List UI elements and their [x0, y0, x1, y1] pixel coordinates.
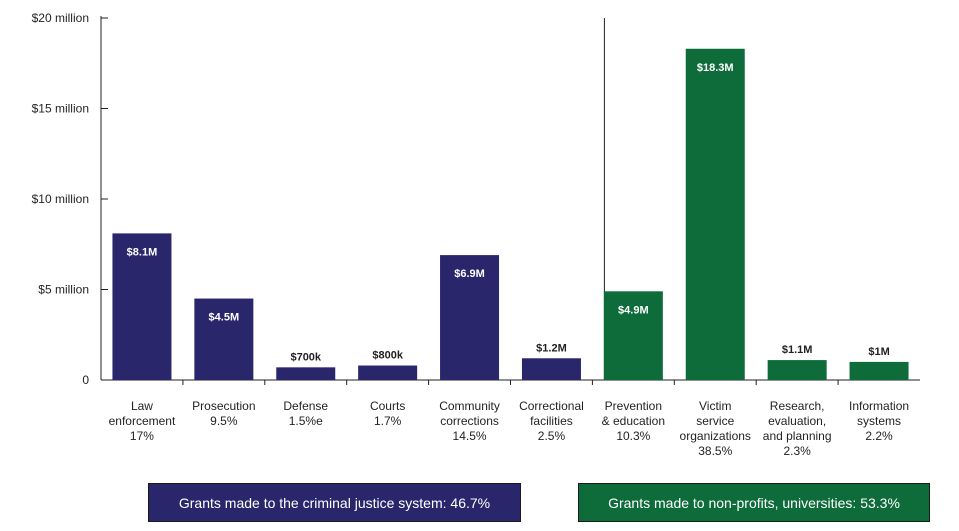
category-label-line: service — [696, 414, 734, 428]
category-label-line: 1.7% — [374, 414, 402, 428]
y-tick-label: $20 million — [32, 11, 89, 25]
category-label-line: organizations — [680, 429, 751, 443]
bar — [112, 233, 172, 380]
legend-criminal-justice: Grants made to the criminal justice syst… — [148, 483, 521, 522]
bar — [276, 367, 336, 380]
bar — [685, 48, 745, 381]
category-label-line: & education — [602, 414, 665, 428]
y-tick-label: $10 million — [32, 192, 89, 206]
category-label: Victim service organizations 38.5% — [680, 399, 751, 458]
bar-value-label: $8.1M — [127, 246, 158, 258]
category-label: Research, evaluation, and planning 2.3% — [763, 399, 832, 458]
category-label-line: 10.3% — [616, 429, 650, 443]
legend-criminal-justice-label: Grants made to the criminal justice syst… — [178, 494, 491, 511]
category-label-line: Research, — [770, 399, 825, 413]
bar-value-label: $1.1M — [782, 344, 813, 356]
category-label: Defense 1.5%e — [283, 399, 328, 428]
category-label-line: Courts — [370, 399, 405, 413]
category-label-line: 14.5% — [453, 429, 487, 443]
bar-value-label: $4.5M — [209, 312, 240, 324]
bar — [358, 365, 418, 380]
category-label-line: Victim — [699, 399, 731, 413]
category-label-line: Defense — [283, 399, 328, 413]
bar-value-label: $800k — [372, 350, 403, 362]
category-label-line: corrections — [440, 414, 499, 428]
category-label: Prosecution 9.5% — [192, 399, 255, 428]
category-label-line: Information — [849, 399, 909, 413]
bar-value-label: $4.9M — [618, 304, 649, 316]
bar — [603, 291, 663, 380]
category-label-line: Correctional — [519, 399, 584, 413]
y-tick-label: $15 million — [32, 102, 89, 116]
y-tick-label: 0 — [82, 373, 89, 387]
category-label-line: 2.5% — [538, 429, 566, 443]
category-label-line: 9.5% — [210, 414, 238, 428]
category-label-line: 2.2% — [865, 429, 893, 443]
category-label: Community corrections 14.5% — [439, 399, 500, 443]
category-label-line: evaluation, — [768, 414, 826, 428]
bar — [521, 358, 581, 380]
bar-value-label: $700k — [290, 351, 321, 363]
category-label: Law enforcement 17% — [109, 399, 176, 443]
category-label-line: 38.5% — [698, 444, 732, 458]
category-label: Correctional facilities 2.5% — [519, 399, 584, 443]
category-label: Information systems 2.2% — [849, 399, 909, 443]
bar — [849, 361, 909, 380]
category-label-line: and planning — [763, 429, 832, 443]
bar — [440, 255, 500, 380]
category-label-line: 2.3% — [783, 444, 811, 458]
category-label-line: Prevention — [605, 399, 662, 413]
bar-value-label: $1M — [868, 346, 889, 358]
category-label-line: Community — [439, 399, 500, 413]
category-label: Courts 1.7% — [370, 399, 405, 428]
bar — [194, 298, 254, 380]
category-label: Prevention & education 10.3% — [602, 399, 665, 443]
category-label-line: Prosecution — [192, 399, 255, 413]
category-label-line: facilities — [530, 414, 573, 428]
category-label-line: 1.5%e — [289, 414, 323, 428]
category-label-line: systems — [857, 414, 901, 428]
bar-value-label: $18.3M — [697, 62, 734, 74]
category-label-line: enforcement — [109, 414, 176, 428]
category-label-line: Law — [131, 399, 153, 413]
legend-non-profits: Grants made to non-profits, universities… — [578, 483, 930, 522]
bar — [767, 360, 827, 380]
bar-value-label: $6.9M — [454, 268, 485, 280]
y-tick-label: $5 million — [38, 283, 89, 297]
bar-value-label: $1.2M — [536, 342, 567, 354]
bar-chart: 0 $5 million $10 million $15 million $20 mil… — [32, 11, 920, 458]
legend-non-profits-label: Grants made to non-profits, universities… — [608, 494, 900, 511]
category-label-line: 17% — [130, 429, 154, 443]
